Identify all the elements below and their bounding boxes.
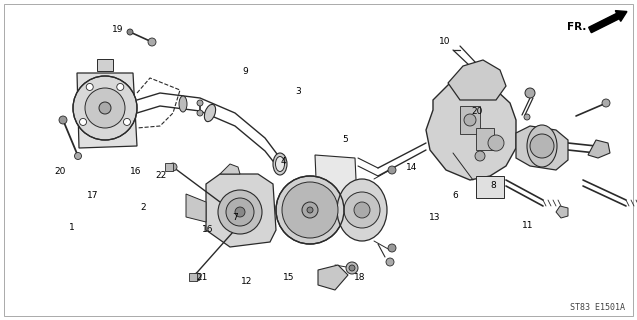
- Polygon shape: [186, 194, 206, 222]
- Text: 20: 20: [471, 108, 483, 116]
- Circle shape: [59, 116, 67, 124]
- Text: 11: 11: [522, 220, 534, 229]
- Polygon shape: [318, 265, 348, 290]
- Ellipse shape: [179, 96, 187, 112]
- FancyArrow shape: [589, 11, 627, 33]
- Circle shape: [475, 151, 485, 161]
- Circle shape: [282, 182, 338, 238]
- Polygon shape: [556, 206, 568, 218]
- Circle shape: [193, 273, 201, 281]
- Polygon shape: [315, 155, 358, 225]
- Circle shape: [386, 258, 394, 266]
- Circle shape: [124, 118, 131, 125]
- Ellipse shape: [337, 179, 387, 241]
- Circle shape: [85, 88, 125, 128]
- Circle shape: [464, 114, 476, 126]
- Text: 22: 22: [155, 171, 167, 180]
- Circle shape: [346, 262, 358, 274]
- Polygon shape: [588, 140, 610, 158]
- Circle shape: [99, 102, 111, 114]
- Text: ST83 E1501A: ST83 E1501A: [570, 303, 625, 312]
- Bar: [476, 128, 494, 150]
- Text: 8: 8: [490, 180, 496, 189]
- Text: 4: 4: [280, 157, 286, 166]
- Polygon shape: [448, 60, 506, 100]
- Ellipse shape: [273, 153, 287, 175]
- Circle shape: [218, 190, 262, 234]
- Circle shape: [302, 202, 318, 218]
- Text: 19: 19: [112, 26, 124, 35]
- Polygon shape: [77, 73, 137, 148]
- Text: 20: 20: [54, 167, 66, 177]
- Circle shape: [80, 118, 87, 125]
- Text: 5: 5: [342, 135, 348, 145]
- Ellipse shape: [204, 104, 215, 122]
- Text: 21: 21: [196, 274, 208, 283]
- Text: 14: 14: [406, 164, 418, 172]
- Circle shape: [117, 84, 124, 91]
- Circle shape: [75, 153, 82, 159]
- Text: 6: 6: [452, 190, 458, 199]
- Circle shape: [226, 198, 254, 226]
- Circle shape: [197, 100, 203, 106]
- Circle shape: [276, 176, 344, 244]
- Text: 16: 16: [130, 167, 142, 177]
- Circle shape: [530, 134, 554, 158]
- Circle shape: [602, 99, 610, 107]
- Circle shape: [524, 114, 530, 120]
- Text: 1: 1: [69, 223, 75, 233]
- Polygon shape: [426, 80, 516, 180]
- Bar: [460, 106, 480, 134]
- Circle shape: [307, 207, 313, 213]
- Circle shape: [388, 166, 396, 174]
- Text: 16: 16: [203, 226, 214, 235]
- Text: 9: 9: [242, 68, 248, 76]
- Bar: [97, 59, 113, 71]
- Ellipse shape: [527, 125, 557, 167]
- Circle shape: [354, 202, 370, 218]
- Ellipse shape: [275, 156, 285, 172]
- Circle shape: [169, 163, 177, 171]
- Text: 17: 17: [87, 190, 99, 199]
- Circle shape: [488, 135, 504, 151]
- Text: 10: 10: [440, 37, 451, 46]
- Bar: [165, 163, 173, 171]
- Polygon shape: [220, 164, 240, 174]
- Circle shape: [349, 265, 355, 271]
- Text: 18: 18: [354, 274, 366, 283]
- Circle shape: [344, 192, 380, 228]
- Circle shape: [197, 110, 203, 116]
- Circle shape: [235, 207, 245, 217]
- Circle shape: [86, 84, 93, 91]
- Circle shape: [388, 244, 396, 252]
- Circle shape: [73, 76, 137, 140]
- Circle shape: [148, 38, 156, 46]
- Polygon shape: [516, 126, 568, 170]
- Text: 12: 12: [241, 277, 253, 286]
- Polygon shape: [206, 174, 276, 247]
- Circle shape: [127, 29, 133, 35]
- Bar: [476, 176, 504, 198]
- Circle shape: [525, 88, 535, 98]
- Text: FR.: FR.: [567, 22, 586, 32]
- Text: 7: 7: [232, 213, 238, 222]
- Text: 2: 2: [140, 204, 146, 212]
- Text: 3: 3: [295, 87, 301, 97]
- Text: 13: 13: [429, 213, 441, 222]
- Bar: [189, 273, 197, 281]
- Text: 15: 15: [283, 274, 295, 283]
